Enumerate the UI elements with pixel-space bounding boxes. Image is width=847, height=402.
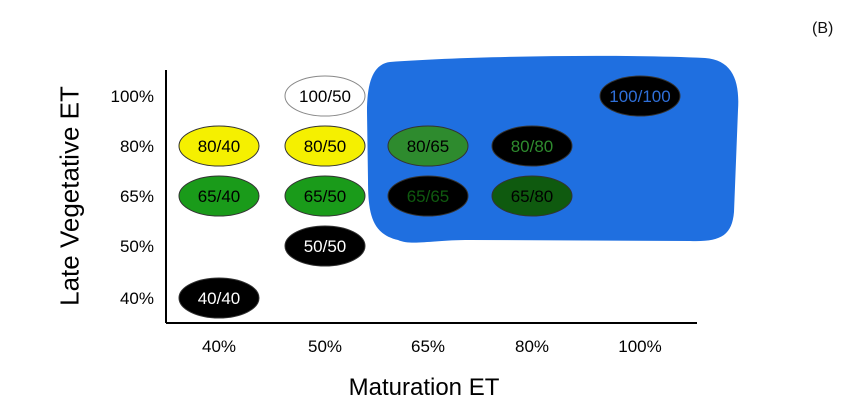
data-point-marker (387, 175, 469, 217)
data-point-label: 100/100 (609, 87, 670, 106)
data-point: 100/100 (599, 75, 681, 117)
y-tick-label: 65% (120, 187, 154, 206)
data-point-marker (178, 175, 260, 217)
x-tick-label: 80% (515, 337, 549, 356)
data-point-marker (387, 125, 469, 167)
data-point-marker (284, 175, 366, 217)
data-point-label: 50/50 (304, 237, 347, 256)
data-point-label: 65/80 (511, 187, 554, 206)
data-point-label: 65/50 (304, 187, 347, 206)
y-tick-label: 100% (111, 87, 154, 106)
data-point-marker (178, 125, 260, 167)
data-point: 65/50 (284, 175, 366, 217)
data-point-label: 65/65 (407, 187, 450, 206)
y-tick-label: 40% (120, 289, 154, 308)
data-point: 50/50 (284, 225, 366, 267)
data-point-label: 80/40 (198, 137, 241, 156)
data-point-marker (491, 125, 573, 167)
axes-layer (165, 70, 697, 324)
data-point-marker (491, 175, 573, 217)
x-axis-label: Maturation ET (348, 374, 500, 401)
data-point: 80/80 (491, 125, 573, 167)
x-tick-label: 100% (618, 337, 661, 356)
data-point: 40/40 (178, 277, 260, 319)
data-point-marker (284, 125, 366, 167)
data-point: 80/65 (387, 125, 469, 167)
y-axis-label: Late Vegetative ET (54, 86, 85, 306)
panel-label: (B) (812, 20, 834, 37)
data-point-label: 80/50 (304, 137, 347, 156)
data-point-label: 65/40 (198, 187, 241, 206)
tick-labels-layer: 40% 50% 65% 80% 100% 40% 50% 65% 80% 100% (111, 87, 662, 356)
data-point-label: 80/65 (407, 137, 450, 156)
data-point-marker (284, 225, 366, 267)
data-point: 80/50 (284, 125, 366, 167)
points-layer: 100/50 100/100 80/40 80/50 80/65 80/80 65/40 65… (178, 75, 681, 319)
data-point-marker (178, 277, 260, 319)
data-point-label: 100/50 (299, 87, 351, 106)
y-tick-label: 50% (120, 237, 154, 256)
y-tick-label: 80% (120, 137, 154, 156)
data-point-label: 80/80 (511, 137, 554, 156)
data-point: 65/80 (491, 175, 573, 217)
data-point-marker (284, 75, 366, 117)
data-point: 80/40 (178, 125, 260, 167)
x-tick-label: 50% (308, 337, 342, 356)
data-point-label: 40/40 (198, 289, 241, 308)
x-tick-label: 65% (411, 337, 445, 356)
x-tick-label: 40% (202, 337, 236, 356)
data-point: 65/40 (178, 175, 260, 217)
data-point-marker (599, 75, 681, 117)
data-point: 100/50 (284, 75, 366, 117)
data-point: 65/65 (387, 175, 469, 217)
